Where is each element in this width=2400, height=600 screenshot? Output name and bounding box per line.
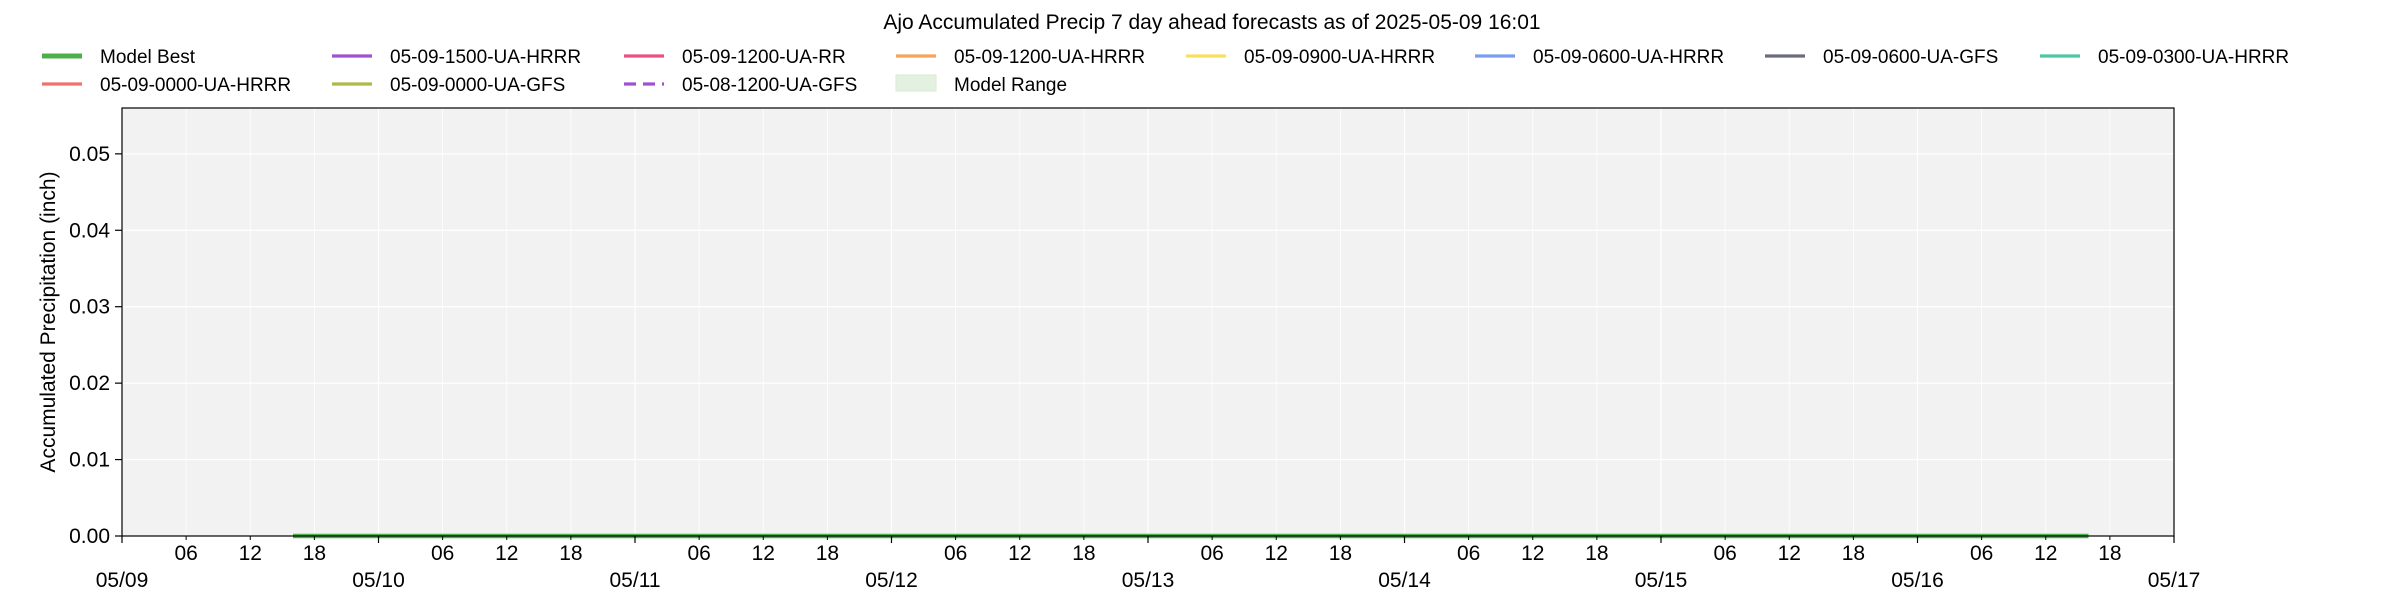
legend-label: 05-09-1200-UA-HRRR [954, 47, 1145, 68]
x-major-tick-label: 05/17 [2148, 569, 2201, 592]
x-minor-tick-label: 06 [1713, 542, 1736, 565]
x-minor-tick-label: 12 [495, 542, 518, 565]
x-minor-tick-label: 18 [303, 542, 326, 565]
legend-label: Model Range [954, 75, 1067, 96]
x-minor-tick-label: 06 [431, 542, 454, 565]
x-major-tick-label: 05/09 [96, 569, 149, 592]
x-minor-tick-label: 12 [1778, 542, 1801, 565]
x-major-tick-label: 05/16 [1891, 569, 1944, 592]
chart-legend: Model Best 05-09-1500-UA-HRRR 05-09-1200-U… [42, 47, 2289, 96]
x-axis: 05/09 06 12 18 05/10 06 12 18 05/11 06 12 18 05/12 06… [96, 536, 2201, 592]
x-major-tick-label: 05/12 [865, 569, 918, 592]
y-axis: 0.00 0.01 0.02 0.03 0.04 0.05 [69, 143, 122, 548]
x-minor-tick-label: 06 [174, 542, 197, 565]
legend-label: 05-09-1500-UA-HRRR [390, 47, 581, 68]
chart-title: Ajo Accumulated Precip 7 day ahead forec… [883, 11, 1540, 34]
legend-label: 05-09-0300-UA-HRRR [2098, 47, 2289, 68]
x-minor-tick-label: 06 [1200, 542, 1223, 565]
legend-label: 05-08-1200-UA-GFS [682, 75, 857, 96]
legend-swatch-patch [895, 74, 937, 92]
x-minor-tick-label: 18 [1072, 542, 1095, 565]
y-tick-label: 0.00 [69, 525, 110, 548]
y-tick-label: 0.02 [69, 372, 110, 395]
x-minor-tick-label: 12 [2034, 542, 2057, 565]
x-minor-tick-label: 06 [1970, 542, 1993, 565]
x-minor-tick-label: 18 [2098, 542, 2121, 565]
y-axis-label: Accumulated Precipitation (inch) [37, 171, 60, 472]
y-tick-label: 0.03 [69, 296, 110, 319]
x-minor-tick-label: 06 [944, 542, 967, 565]
y-tick-label: 0.04 [69, 219, 110, 242]
legend-label: 05-09-0600-UA-GFS [1823, 47, 1998, 68]
x-minor-tick-label: 12 [239, 542, 262, 565]
x-major-tick-label: 05/14 [1378, 569, 1431, 592]
x-major-tick-label: 05/11 [610, 569, 661, 592]
legend-label: 05-09-0000-UA-GFS [390, 75, 565, 96]
y-tick-label: 0.05 [69, 143, 110, 166]
x-minor-tick-label: 18 [1329, 542, 1352, 565]
x-minor-tick-label: 12 [1265, 542, 1288, 565]
legend-label: 05-09-0600-UA-HRRR [1533, 47, 1724, 68]
y-tick-label: 0.01 [69, 449, 110, 472]
x-minor-tick-label: 06 [687, 542, 710, 565]
x-major-tick-label: 05/13 [1122, 569, 1175, 592]
x-major-tick-label: 05/15 [1635, 569, 1688, 592]
x-minor-tick-label: 18 [816, 542, 839, 565]
x-minor-tick-label: 18 [1585, 542, 1608, 565]
x-minor-tick-label: 12 [1521, 542, 1544, 565]
legend-label: 05-09-0000-UA-HRRR [100, 75, 291, 96]
x-major-tick-label: 05/10 [352, 569, 405, 592]
legend-label: 05-09-1200-UA-RR [682, 47, 846, 68]
x-minor-tick-label: 12 [1008, 542, 1031, 565]
x-minor-tick-label: 18 [559, 542, 582, 565]
x-minor-tick-label: 18 [1842, 542, 1865, 565]
legend-label: Model Best [100, 47, 196, 68]
x-minor-tick-label: 12 [752, 542, 775, 565]
x-minor-tick-label: 06 [1457, 542, 1480, 565]
legend-label: 05-09-0900-UA-HRRR [1244, 47, 1435, 68]
